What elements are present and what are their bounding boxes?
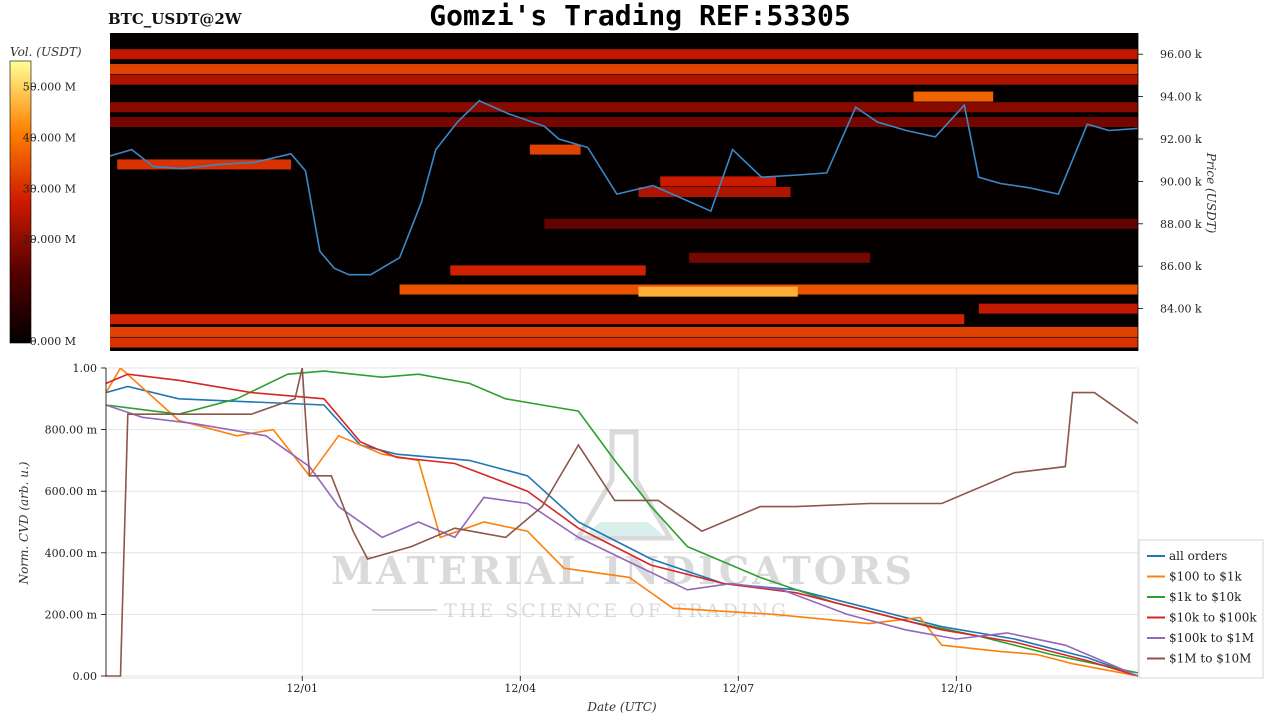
colorbar-tick-label-1: 20.000 M xyxy=(23,233,76,246)
heat-band-12 xyxy=(450,265,646,276)
cvd-y-axis-label: Norm. CVD (arb. u.) xyxy=(17,461,31,585)
colorbar-ticks: 0.000 M 20.000 M 30.000 M 40.000 M 50.000 M xyxy=(23,80,76,348)
price-tick-label-6: 96.00 k xyxy=(1160,48,1202,61)
colorbar-tick-label-0: 0.000 M xyxy=(30,335,76,348)
heat-band-14 xyxy=(638,286,798,297)
heat-band-7 xyxy=(117,159,291,170)
heat-band-16 xyxy=(110,314,965,325)
date-axis-label: Date (UTC) xyxy=(586,700,656,714)
heat-band-10 xyxy=(544,218,1138,229)
flask-icon xyxy=(573,429,675,541)
heat-band-3 xyxy=(913,91,994,102)
heat-band-4 xyxy=(110,102,1138,113)
heatmap-panel: 84.00 k 86.00 k 88.00 k 90.00 k 92.00 k 94.00… xyxy=(110,33,1218,351)
legend: all orders $100 to $1k $1k to $10k $10k to … xyxy=(1138,539,1264,679)
heat-band-6 xyxy=(529,144,581,155)
date-ticks: 12/01 12/04 12/07 12/10 xyxy=(286,676,972,695)
legend-label-5: $1M to $10M xyxy=(1169,652,1251,666)
legend-label-2: $1k to $10k xyxy=(1169,590,1242,604)
series-line-4 xyxy=(106,404,1138,677)
cvd-y-ticks: 0.00 200.00 m 400.00 m 600.00 m 800.00 m 1.00 xyxy=(45,362,107,683)
cvd-y-tick-label-3: 600.00 m xyxy=(45,485,98,498)
heat-band-5 xyxy=(110,117,1138,128)
date-tick-label-0: 12/01 xyxy=(286,682,318,695)
colorbar-tick-label-3: 40.000 M xyxy=(23,131,76,144)
legend-label-1: $100 to $1k xyxy=(1169,570,1242,584)
cvd-panel: MATERIAL INDICATORS THE SCIENCE OF TRADI… xyxy=(17,362,1264,714)
date-tick-label-3: 12/10 xyxy=(940,682,972,695)
series-line-1 xyxy=(106,368,1138,677)
colorbar-tick-label-2: 30.000 M xyxy=(23,182,76,195)
colorbar-tick-label-4: 50.000 M xyxy=(23,80,76,93)
colorbar-gradient xyxy=(9,60,32,344)
legend-label-3: $10k to $100k xyxy=(1169,611,1257,625)
cvd-y-tick-label-2: 400.00 m xyxy=(45,547,98,560)
price-tick-label-2: 88.00 k xyxy=(1160,218,1202,231)
symbol-label: BTC_USDT@2W xyxy=(108,10,242,28)
date-tick-label-1: 12/04 xyxy=(504,682,536,695)
heat-band-0 xyxy=(110,49,1138,60)
heatmap-bands xyxy=(110,49,1138,348)
price-ticks: 84.00 k 86.00 k 88.00 k 90.00 k 92.00 k 94.00… xyxy=(1138,48,1202,316)
price-line xyxy=(110,99,1138,276)
series-line-0 xyxy=(106,385,1138,677)
heat-band-9 xyxy=(638,187,791,197)
price-tick-label-0: 84.00 k xyxy=(1160,303,1202,316)
colorbar-label: Vol. (USDT) xyxy=(10,45,82,59)
price-tick-label-1: 86.00 k xyxy=(1160,260,1202,273)
series-line-3 xyxy=(106,373,1138,677)
heat-band-18 xyxy=(110,337,1138,348)
heat-band-11 xyxy=(689,252,871,263)
price-axis-label: Price (USDT) xyxy=(1204,152,1218,234)
watermark-tagline: THE SCIENCE OF TRADING xyxy=(444,600,789,622)
cvd-y-tick-label-5: 1.00 xyxy=(73,362,98,375)
cvd-y-tick-label-4: 800.00 m xyxy=(45,424,98,437)
price-tick-label-4: 92.00 k xyxy=(1160,133,1202,146)
watermark: MATERIAL INDICATORS THE SCIENCE OF TRADI… xyxy=(331,429,915,622)
date-tick-label-2: 12/07 xyxy=(722,682,754,695)
legend-box xyxy=(1138,539,1264,679)
heat-band-2 xyxy=(110,74,1138,85)
heat-band-1 xyxy=(110,64,1138,75)
cvd-y-tick-label-1: 200.00 m xyxy=(45,608,98,621)
chart-title: Gomzi's Trading REF:53305 xyxy=(429,0,851,32)
legend-label-0: all orders xyxy=(1169,549,1227,563)
legend-label-4: $100k to $1M xyxy=(1169,631,1254,645)
cvd-y-tick-label-0: 0.00 xyxy=(73,670,98,683)
colorbar: Vol. (USDT) 0.000 M 20.000 M 30.000 M 40.00… xyxy=(9,45,82,348)
heat-band-8 xyxy=(660,176,777,187)
heat-band-17 xyxy=(110,326,1138,337)
cvd-series xyxy=(106,368,1138,677)
price-tick-label-3: 90.00 k xyxy=(1160,175,1202,188)
series-line-5 xyxy=(106,368,1138,677)
watermark-brand: MATERIAL INDICATORS xyxy=(331,548,915,593)
price-tick-label-5: 94.00 k xyxy=(1160,91,1202,104)
heat-band-15 xyxy=(978,303,1138,314)
